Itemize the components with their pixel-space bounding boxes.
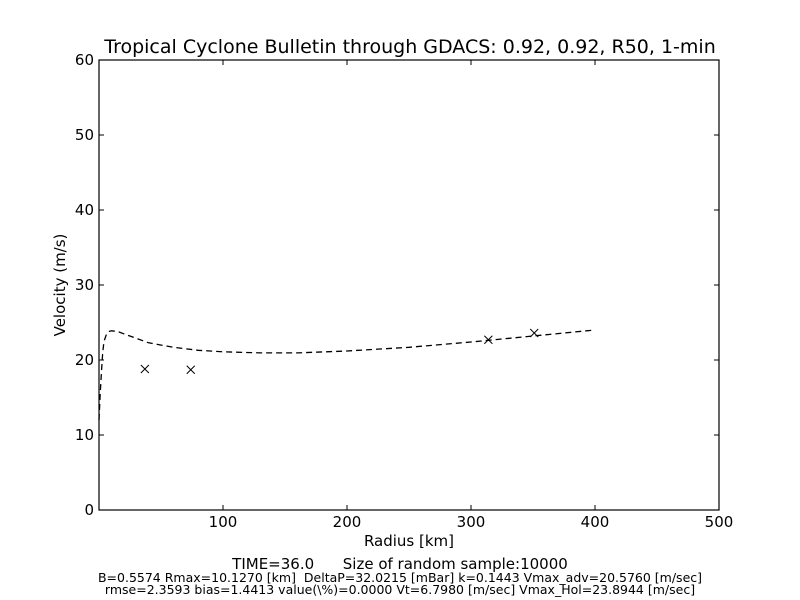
y-tick-label: 10 <box>75 426 94 444</box>
y-axis-label: Velocity (m/s) <box>51 234 69 337</box>
sample-size-label: Size of random sample:10000 <box>342 555 568 573</box>
x-tick-label: 400 <box>581 513 610 531</box>
x-tick-label: 500 <box>705 513 734 531</box>
chart: Tropical Cyclone Bulletin through GDACS:… <box>51 36 733 550</box>
series-line <box>98 329 596 421</box>
footer-time-sample: TIME=36.0 Size of random sample:10000 <box>0 555 800 573</box>
observation-point <box>186 365 196 375</box>
axis-ticks: 100 200 300 400 500 0 10 20 30 40 50 60 <box>75 51 733 531</box>
time-label: TIME=36.0 <box>232 555 315 573</box>
series-markers <box>140 328 539 375</box>
y-tick-label: 50 <box>75 126 94 144</box>
x-tick-label: 100 <box>209 513 238 531</box>
observation-point <box>484 335 493 345</box>
y-tick-label: 0 <box>84 501 94 519</box>
x-tick-label: 200 <box>333 513 362 531</box>
observation-point <box>140 364 150 374</box>
x-axis-label: Radius [km] <box>364 532 454 550</box>
y-tick-label: 30 <box>75 276 94 294</box>
dashed-profile-line <box>98 329 596 421</box>
y-tick-label: 20 <box>75 351 94 369</box>
y-tick-label: 60 <box>75 51 94 69</box>
x-tick-label: 300 <box>457 513 486 531</box>
footer-parameters: B=0.5574 Rmax=10.1270 [km] DeltaP=32.021… <box>97 570 703 585</box>
chart-title: Tropical Cyclone Bulletin through GDACS:… <box>103 36 716 58</box>
plot-frame <box>98 59 720 511</box>
y-tick-label: 40 <box>75 201 94 219</box>
observation-point <box>529 328 539 338</box>
footer-statistics: rmse=2.3593 bias=1.4413 value(\%)=0.0000… <box>104 582 696 597</box>
